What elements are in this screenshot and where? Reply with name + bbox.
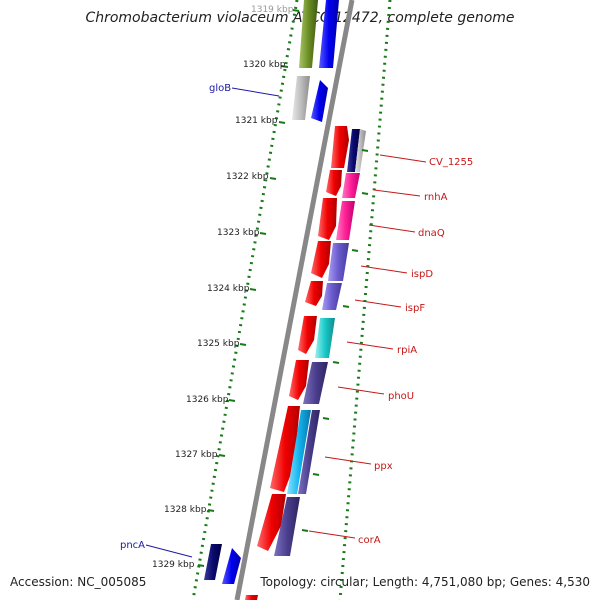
gene-ppx-sky [287, 410, 311, 494]
minor-tick [332, 361, 340, 364]
gene-CV_1255-gray [355, 129, 366, 172]
gene-label-CV_1255: CV_1255 [429, 157, 473, 168]
scale-tick [269, 177, 277, 180]
scale-tick [280, 65, 289, 68]
gene-label-corA: corA [358, 535, 381, 546]
gene-dnaQ [318, 198, 337, 240]
gene-rpiA-cyan [315, 318, 335, 358]
gene-corA [257, 494, 286, 551]
scale-tick [292, 9, 300, 12]
gene-label-ppx: ppx [374, 461, 393, 472]
genome-backbone [234, 0, 355, 600]
gene-label-rnhA: rnhA [424, 192, 448, 203]
leader-line-ppx [324, 456, 372, 465]
leader-line-ispF [354, 299, 402, 308]
gene-ispF-slate [322, 283, 342, 310]
gene-ispD-slate [328, 243, 349, 281]
gene-label-dnaQ: dnaQ [418, 228, 445, 239]
tick-label: 1329 kbp [152, 560, 195, 570]
leader-line-corA [308, 530, 356, 539]
gene-ppx [270, 406, 300, 492]
tick-label: 1323 kbp [217, 228, 260, 238]
map-title: Chromobacterium violaceum ATCC 12472, co… [85, 10, 515, 26]
minor-tick [312, 473, 320, 476]
tick-label: 1319 kbp [251, 5, 294, 15]
outer-dotted-ring-right [338, 0, 392, 600]
gene-top-blue [319, 0, 339, 68]
scale-tick [207, 509, 215, 512]
tick-label: 1326 kbp [186, 395, 229, 405]
gene-ispF [305, 281, 323, 306]
gene-dnaQ-magenta [336, 201, 355, 240]
tick-label: 1325 kbp [197, 339, 240, 349]
gene-gloB-gray [292, 76, 310, 120]
leader-line-ispD [360, 265, 408, 274]
gene-pncA-navy [204, 544, 222, 580]
gene-rnhA-magenta [342, 173, 360, 198]
leader-line-pncA [145, 544, 193, 558]
gene-rpiA [298, 316, 317, 354]
leader-line-rnhA [373, 189, 421, 197]
leader-line-phoU [337, 386, 385, 395]
gene-label-ispD: ispD [411, 269, 433, 280]
accession-text: Accession: NC_005085 [10, 575, 147, 589]
gene-phoU-slate [303, 362, 328, 404]
gene-corA-slate [274, 497, 300, 556]
gene-label-phoU: phoU [388, 391, 414, 402]
scale-tick [197, 564, 205, 567]
minor-tick [322, 417, 330, 420]
gene-label-pncA: pncA [120, 540, 145, 551]
minor-tick [342, 305, 350, 308]
tick-label: 1324 kbp [207, 284, 250, 294]
gene-CV_1255-navy [347, 129, 360, 172]
tick-label: 1320 kbp [243, 60, 286, 70]
minor-tick [361, 149, 369, 152]
leader-line-dnaQ [368, 224, 416, 233]
leader-line-CV_1255 [379, 154, 427, 163]
gene-pncA-blue [222, 548, 241, 584]
scale-tick [239, 343, 247, 346]
gene-top-olive [299, 0, 318, 68]
gene-rnhA [326, 170, 342, 196]
gene-bottom-red [245, 595, 258, 600]
tick-label: 1327 kbp [175, 450, 218, 460]
minor-tick [351, 249, 359, 252]
gene-ispD [311, 241, 331, 278]
leader-line-gloB [231, 87, 280, 97]
gene-ppx-slate [298, 410, 320, 494]
scale-tick [218, 454, 226, 457]
gene-CV_1255 [331, 126, 349, 168]
scale-tick [249, 288, 257, 291]
tick-label: 1328 kbp [164, 505, 207, 515]
topology-text: Topology: circular; Length: 4,751,080 bp… [260, 575, 590, 589]
gene-label-rpiA: rpiA [397, 345, 417, 356]
gene-label-gloB: gloB [209, 83, 231, 94]
tick-label: 1321 kbp [235, 116, 278, 126]
scale-tick [259, 232, 267, 235]
leader-line-rpiA [346, 341, 394, 350]
scale-tick [228, 399, 236, 402]
scale-tick [278, 121, 286, 124]
gene-label-ispF: ispF [405, 303, 425, 314]
minor-tick [361, 192, 369, 195]
gene-phoU [289, 360, 309, 400]
gene-gloB-blue [311, 80, 328, 122]
tick-label: 1322 kbp [226, 172, 269, 182]
minor-tick [301, 529, 309, 532]
